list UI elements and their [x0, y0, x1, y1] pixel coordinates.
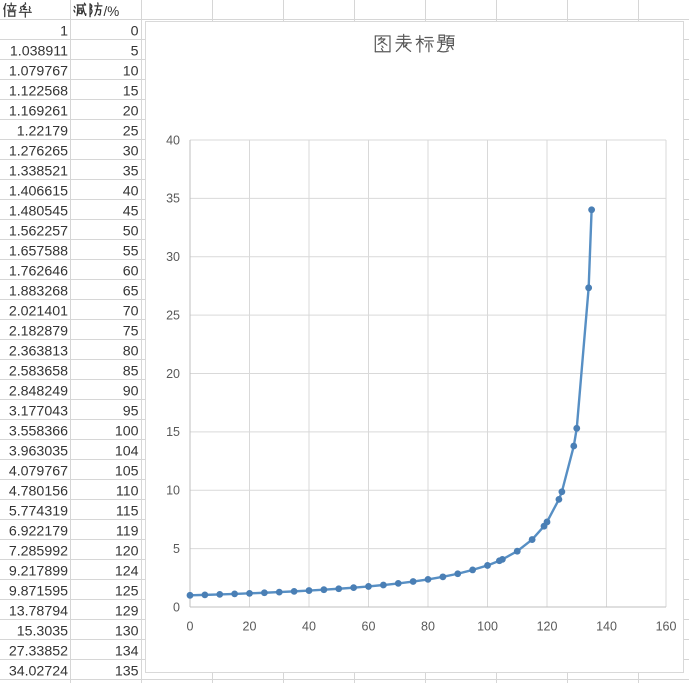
svg-text:25: 25 [166, 308, 180, 322]
svg-text:60: 60 [362, 620, 376, 634]
svg-text:1.169261: 1.169261 [9, 103, 68, 119]
svg-text:100: 100 [115, 423, 139, 439]
svg-text:1.406615: 1.406615 [9, 183, 68, 199]
svg-text:2.021401: 2.021401 [9, 303, 68, 319]
svg-text:119: 119 [116, 523, 139, 539]
svg-text:7.285992: 7.285992 [9, 543, 68, 559]
svg-text:0: 0 [187, 620, 194, 634]
svg-text:1.480545: 1.480545 [9, 203, 68, 219]
svg-text:3.177043: 3.177043 [9, 403, 68, 419]
svg-text:20: 20 [123, 103, 139, 119]
svg-text:70: 70 [123, 303, 139, 319]
svg-text:5.774319: 5.774319 [9, 503, 68, 519]
svg-text:1.338521: 1.338521 [9, 163, 68, 179]
svg-text:40: 40 [166, 133, 180, 147]
svg-text:5: 5 [173, 542, 180, 556]
svg-text:120: 120 [537, 620, 558, 634]
svg-text:4.780156: 4.780156 [9, 483, 68, 499]
svg-text:1.122568: 1.122568 [9, 83, 68, 99]
svg-text:6.922179: 6.922179 [9, 523, 68, 539]
svg-text:95: 95 [123, 403, 139, 419]
svg-text:2.182879: 2.182879 [9, 323, 68, 339]
svg-text:1.038911: 1.038911 [10, 43, 68, 59]
svg-text:35: 35 [166, 192, 180, 206]
svg-text:130: 130 [115, 623, 139, 639]
svg-text:15.3035: 15.3035 [17, 623, 68, 639]
svg-text:1.276265: 1.276265 [9, 143, 68, 159]
svg-text:20: 20 [243, 620, 257, 634]
svg-text:90: 90 [123, 383, 139, 399]
svg-text:2.583658: 2.583658 [9, 363, 68, 379]
svg-text:55: 55 [123, 243, 139, 259]
svg-text:35: 35 [123, 163, 139, 179]
svg-text:100: 100 [477, 620, 498, 634]
svg-text:13.78794: 13.78794 [9, 603, 68, 619]
svg-text:1.22179: 1.22179 [17, 123, 68, 139]
svg-text:30: 30 [123, 143, 139, 159]
svg-text:30: 30 [166, 250, 180, 264]
svg-text:0: 0 [173, 600, 180, 614]
svg-text:104: 104 [115, 443, 139, 459]
svg-text:124: 124 [115, 563, 139, 579]
svg-text:85: 85 [123, 363, 139, 379]
svg-text:60: 60 [123, 263, 139, 279]
svg-text:5: 5 [131, 43, 139, 59]
svg-text:1.762646: 1.762646 [9, 263, 68, 279]
svg-text:125: 125 [115, 583, 139, 599]
svg-text:80: 80 [421, 620, 435, 634]
svg-text:4.079767: 4.079767 [9, 463, 68, 479]
svg-text:15: 15 [166, 425, 180, 439]
svg-text:40: 40 [123, 183, 139, 199]
svg-text:134: 134 [115, 643, 139, 659]
svg-text:25: 25 [123, 123, 139, 139]
svg-text:27.33852: 27.33852 [9, 643, 68, 659]
svg-text:20: 20 [166, 367, 180, 381]
svg-text:50: 50 [123, 223, 139, 239]
svg-text:1.883268: 1.883268 [9, 283, 68, 299]
svg-text:115: 115 [116, 503, 139, 519]
svg-text:40: 40 [302, 620, 316, 634]
svg-text:9.871595: 9.871595 [9, 583, 68, 599]
svg-text:110: 110 [116, 483, 139, 499]
svg-text:75: 75 [123, 323, 139, 339]
svg-text:1.562257: 1.562257 [9, 223, 68, 239]
svg-text:10: 10 [166, 484, 180, 498]
svg-text:3.558366: 3.558366 [9, 423, 68, 439]
svg-text:45: 45 [123, 203, 139, 219]
svg-text:0: 0 [131, 23, 139, 39]
svg-text:140: 140 [596, 620, 617, 634]
svg-text:15: 15 [123, 83, 139, 99]
svg-text:3.963035: 3.963035 [9, 443, 68, 459]
svg-text:120: 120 [115, 543, 139, 559]
svg-text:135: 135 [115, 663, 139, 679]
svg-text:160: 160 [656, 620, 677, 634]
svg-text:105: 105 [115, 463, 139, 479]
svg-text:34.02724: 34.02724 [9, 663, 68, 679]
svg-text:9.217899: 9.217899 [9, 563, 68, 579]
svg-text:/%: /% [104, 4, 120, 19]
svg-text:1.079767: 1.079767 [9, 63, 68, 79]
svg-text:2.848249: 2.848249 [9, 383, 68, 399]
svg-text:1.657588: 1.657588 [9, 243, 68, 259]
svg-text:10: 10 [123, 63, 139, 79]
svg-text:65: 65 [123, 283, 139, 299]
svg-text:1: 1 [60, 23, 68, 39]
svg-text:2.363813: 2.363813 [9, 343, 68, 359]
svg-text:80: 80 [123, 343, 139, 359]
svg-text:129: 129 [115, 603, 139, 619]
